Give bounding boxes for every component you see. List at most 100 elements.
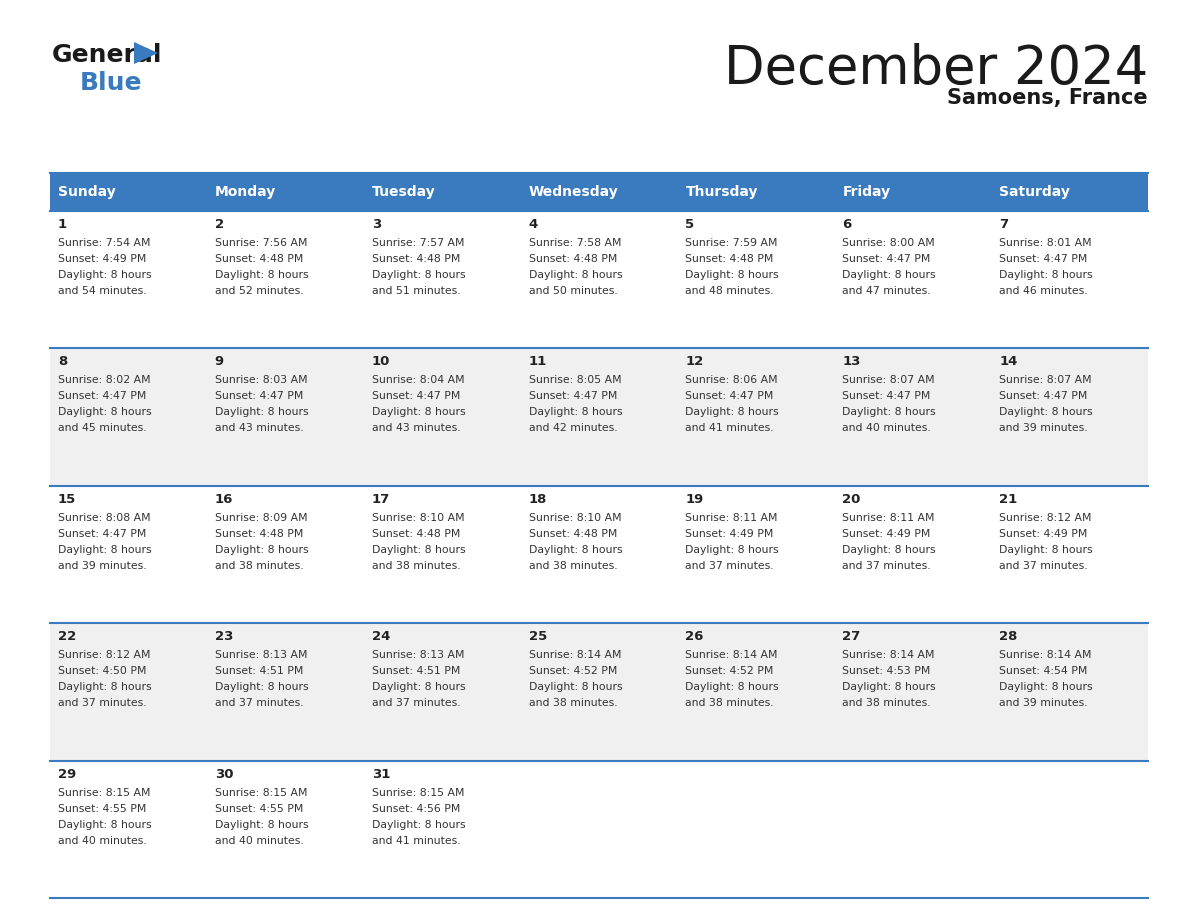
Text: Sunset: 4:50 PM: Sunset: 4:50 PM — [58, 666, 146, 677]
Text: and 37 minutes.: and 37 minutes. — [215, 699, 303, 708]
Text: Sunrise: 7:59 AM: Sunrise: 7:59 AM — [685, 238, 778, 248]
Text: and 46 minutes.: and 46 minutes. — [999, 286, 1088, 296]
Text: Sunrise: 8:05 AM: Sunrise: 8:05 AM — [529, 375, 621, 386]
Text: 5: 5 — [685, 218, 695, 231]
Text: 2: 2 — [215, 218, 225, 231]
Text: Sunset: 4:51 PM: Sunset: 4:51 PM — [215, 666, 303, 677]
Text: Daylight: 8 hours: Daylight: 8 hours — [58, 544, 152, 554]
Text: and 37 minutes.: and 37 minutes. — [999, 561, 1088, 571]
Text: Sunrise: 8:11 AM: Sunrise: 8:11 AM — [685, 513, 778, 522]
Text: Sunset: 4:49 PM: Sunset: 4:49 PM — [999, 529, 1087, 539]
Text: 24: 24 — [372, 630, 390, 644]
Text: Friday: Friday — [842, 185, 891, 199]
Text: Daylight: 8 hours: Daylight: 8 hours — [372, 544, 466, 554]
Text: Sunrise: 7:57 AM: Sunrise: 7:57 AM — [372, 238, 465, 248]
Text: Daylight: 8 hours: Daylight: 8 hours — [58, 820, 152, 830]
Text: Daylight: 8 hours: Daylight: 8 hours — [215, 408, 309, 418]
Text: Daylight: 8 hours: Daylight: 8 hours — [842, 408, 936, 418]
Text: and 39 minutes.: and 39 minutes. — [999, 423, 1088, 433]
Text: Sunset: 4:47 PM: Sunset: 4:47 PM — [842, 254, 930, 264]
Text: 16: 16 — [215, 493, 233, 506]
Text: General: General — [52, 43, 163, 67]
Text: and 51 minutes.: and 51 minutes. — [372, 286, 460, 296]
Text: Daylight: 8 hours: Daylight: 8 hours — [58, 408, 152, 418]
Text: 13: 13 — [842, 355, 860, 368]
Text: 19: 19 — [685, 493, 703, 506]
Text: Daylight: 8 hours: Daylight: 8 hours — [842, 544, 936, 554]
Text: Sunday: Sunday — [58, 185, 115, 199]
Text: 31: 31 — [372, 767, 390, 780]
Text: Sunrise: 8:15 AM: Sunrise: 8:15 AM — [215, 788, 308, 798]
Text: and 40 minutes.: and 40 minutes. — [842, 423, 931, 433]
Text: Sunset: 4:48 PM: Sunset: 4:48 PM — [685, 254, 773, 264]
Text: Sunset: 4:48 PM: Sunset: 4:48 PM — [215, 254, 303, 264]
Text: Sunrise: 8:03 AM: Sunrise: 8:03 AM — [215, 375, 308, 386]
Text: Daylight: 8 hours: Daylight: 8 hours — [215, 820, 309, 830]
Text: Sunset: 4:47 PM: Sunset: 4:47 PM — [58, 391, 146, 401]
Text: Sunset: 4:47 PM: Sunset: 4:47 PM — [215, 391, 303, 401]
Text: 6: 6 — [842, 218, 852, 231]
Text: 27: 27 — [842, 630, 860, 644]
Text: Daylight: 8 hours: Daylight: 8 hours — [529, 544, 623, 554]
Text: Sunset: 4:47 PM: Sunset: 4:47 PM — [58, 529, 146, 539]
Text: Daylight: 8 hours: Daylight: 8 hours — [842, 270, 936, 280]
Text: Sunrise: 7:58 AM: Sunrise: 7:58 AM — [529, 238, 621, 248]
Text: and 52 minutes.: and 52 minutes. — [215, 286, 303, 296]
Text: Daylight: 8 hours: Daylight: 8 hours — [215, 270, 309, 280]
Text: Daylight: 8 hours: Daylight: 8 hours — [842, 682, 936, 692]
Text: Daylight: 8 hours: Daylight: 8 hours — [685, 682, 779, 692]
Text: Sunset: 4:48 PM: Sunset: 4:48 PM — [529, 529, 617, 539]
Text: Sunrise: 8:14 AM: Sunrise: 8:14 AM — [842, 650, 935, 660]
Text: Sunrise: 8:07 AM: Sunrise: 8:07 AM — [842, 375, 935, 386]
Text: Sunset: 4:48 PM: Sunset: 4:48 PM — [372, 529, 460, 539]
Text: Sunset: 4:48 PM: Sunset: 4:48 PM — [215, 529, 303, 539]
Text: Sunset: 4:55 PM: Sunset: 4:55 PM — [58, 803, 146, 813]
Text: and 38 minutes.: and 38 minutes. — [372, 561, 460, 571]
Text: Daylight: 8 hours: Daylight: 8 hours — [685, 544, 779, 554]
Text: and 39 minutes.: and 39 minutes. — [58, 561, 146, 571]
Text: and 54 minutes.: and 54 minutes. — [58, 286, 146, 296]
Text: and 39 minutes.: and 39 minutes. — [999, 699, 1088, 708]
Text: 20: 20 — [842, 493, 860, 506]
Text: Sunset: 4:47 PM: Sunset: 4:47 PM — [999, 391, 1087, 401]
Text: and 48 minutes.: and 48 minutes. — [685, 286, 775, 296]
Text: Sunset: 4:47 PM: Sunset: 4:47 PM — [685, 391, 773, 401]
Text: Sunrise: 8:11 AM: Sunrise: 8:11 AM — [842, 513, 935, 522]
Text: Sunrise: 8:10 AM: Sunrise: 8:10 AM — [372, 513, 465, 522]
Text: and 43 minutes.: and 43 minutes. — [215, 423, 303, 433]
Text: and 47 minutes.: and 47 minutes. — [842, 286, 931, 296]
Text: and 37 minutes.: and 37 minutes. — [372, 699, 460, 708]
Text: Sunrise: 8:15 AM: Sunrise: 8:15 AM — [372, 788, 465, 798]
Text: Sunrise: 8:07 AM: Sunrise: 8:07 AM — [999, 375, 1092, 386]
Text: Sunset: 4:48 PM: Sunset: 4:48 PM — [529, 254, 617, 264]
Text: Sunset: 4:47 PM: Sunset: 4:47 PM — [999, 254, 1087, 264]
Text: 1: 1 — [58, 218, 68, 231]
Text: Wednesday: Wednesday — [529, 185, 618, 199]
Text: Sunrise: 8:13 AM: Sunrise: 8:13 AM — [215, 650, 308, 660]
Text: Sunrise: 8:08 AM: Sunrise: 8:08 AM — [58, 513, 151, 522]
Text: December 2024: December 2024 — [723, 43, 1148, 95]
Text: Daylight: 8 hours: Daylight: 8 hours — [215, 544, 309, 554]
Text: Sunrise: 8:15 AM: Sunrise: 8:15 AM — [58, 788, 151, 798]
Text: and 38 minutes.: and 38 minutes. — [529, 699, 618, 708]
Text: and 50 minutes.: and 50 minutes. — [529, 286, 618, 296]
Text: 7: 7 — [999, 218, 1009, 231]
Text: Sunrise: 8:01 AM: Sunrise: 8:01 AM — [999, 238, 1092, 248]
Text: and 41 minutes.: and 41 minutes. — [685, 423, 775, 433]
Text: 9: 9 — [215, 355, 225, 368]
Text: Daylight: 8 hours: Daylight: 8 hours — [529, 682, 623, 692]
Text: and 37 minutes.: and 37 minutes. — [58, 699, 146, 708]
Text: Sunset: 4:47 PM: Sunset: 4:47 PM — [842, 391, 930, 401]
Text: Sunset: 4:49 PM: Sunset: 4:49 PM — [685, 529, 773, 539]
Text: Daylight: 8 hours: Daylight: 8 hours — [685, 408, 779, 418]
Text: Daylight: 8 hours: Daylight: 8 hours — [372, 408, 466, 418]
Text: Daylight: 8 hours: Daylight: 8 hours — [372, 270, 466, 280]
Text: Thursday: Thursday — [685, 185, 758, 199]
Text: Sunset: 4:47 PM: Sunset: 4:47 PM — [529, 391, 617, 401]
Text: and 37 minutes.: and 37 minutes. — [685, 561, 775, 571]
Text: Blue: Blue — [80, 71, 143, 95]
Bar — [50, 211, 1148, 349]
Text: Saturday: Saturday — [999, 185, 1070, 199]
Text: Sunrise: 7:54 AM: Sunrise: 7:54 AM — [58, 238, 151, 248]
Text: Sunset: 4:49 PM: Sunset: 4:49 PM — [842, 529, 930, 539]
